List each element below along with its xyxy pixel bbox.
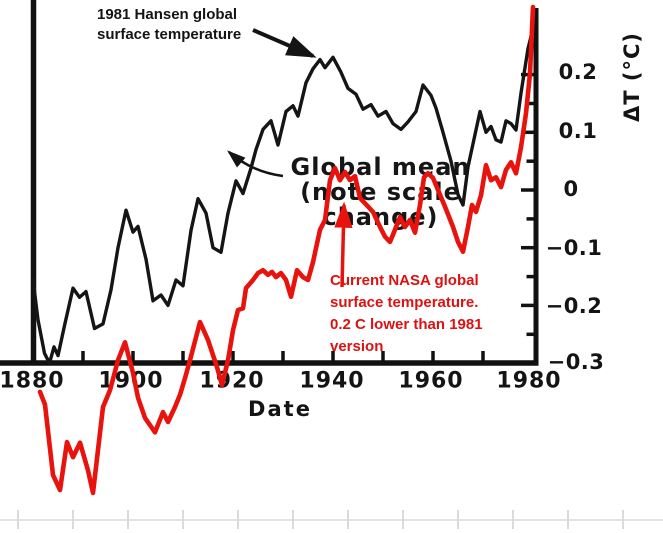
x-tick-label-1940: 1940 — [299, 368, 365, 394]
x-tick-label-1880: 1880 — [0, 368, 65, 394]
current-nasa-series-line — [37, 4, 536, 496]
x-tick-label-1980: 1980 — [496, 368, 562, 394]
y-tick-label-0: 0 — [563, 177, 579, 201]
x-axis-title-date: Date — [248, 397, 312, 421]
y-tick-label-0.2: 0.2 — [558, 60, 598, 84]
hansen-1981-series-line — [31, 26, 535, 365]
y-tick-label--0.2: −0.2 — [545, 294, 603, 318]
hansen-annotation-arrow — [252, 28, 317, 58]
global-mean-annotation-arrow — [227, 150, 284, 178]
nasa-annotation-text: Current NASA global surface temperature.… — [330, 272, 483, 355]
y-tick-label--0.3: −0.3 — [547, 350, 605, 374]
x-axis-ticks — [81, 351, 485, 361]
axes — [0, 0, 539, 366]
hansen-annotation-text: 1981 Hansen global surface temperature — [97, 6, 242, 43]
x-tick-label-1920: 1920 — [199, 368, 265, 394]
y-tick-label--0.1: −0.1 — [545, 236, 603, 260]
x-tick-label-1960: 1960 — [398, 368, 464, 394]
nasa-annotation-arrow — [334, 201, 353, 288]
y-tick-label-0.1: 0.1 — [558, 119, 598, 143]
page-ruler — [0, 510, 663, 529]
